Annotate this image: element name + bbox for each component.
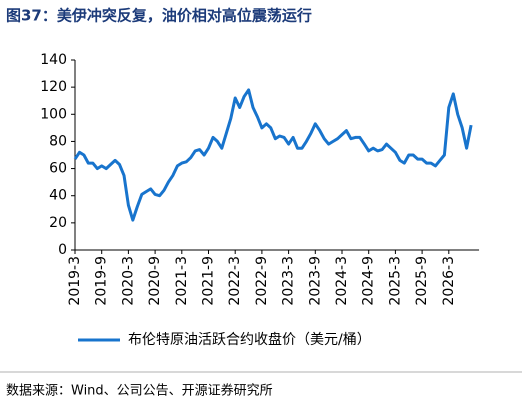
y-tick-label: 120 bbox=[40, 79, 67, 95]
x-tick-label: 2019-3 bbox=[67, 256, 83, 306]
y-tick-label: 0 bbox=[58, 242, 67, 258]
y-tick-label: 40 bbox=[49, 188, 67, 204]
y-tick-label: 60 bbox=[49, 161, 67, 177]
line bbox=[73, 88, 473, 222]
x-tick-label: 2025-9 bbox=[414, 256, 430, 306]
x-tick-label: 2020-3 bbox=[120, 256, 136, 306]
chart-title: 图37：美伊冲突反复，油价相对高位震荡运行 bbox=[6, 7, 312, 25]
x-tick-label: 2024-9 bbox=[361, 256, 377, 306]
x-tick-label: 2020-9 bbox=[147, 256, 163, 306]
y-tick-label: 140 bbox=[40, 52, 67, 68]
x-tick-label: 2026-3 bbox=[441, 256, 457, 306]
x-tick-label: 2023-9 bbox=[307, 256, 323, 306]
x-tick-label: 2024-3 bbox=[334, 256, 350, 306]
y-tick-label: 100 bbox=[40, 106, 67, 122]
x-tick-label: 2023-3 bbox=[281, 256, 297, 306]
x-tick-label: 2022-9 bbox=[254, 256, 270, 306]
source: 数据来源：Wind、公司公告、开源证券研究所 bbox=[6, 383, 273, 399]
x-tick-label: 2021-9 bbox=[201, 256, 217, 306]
x-tick-label: 2019-9 bbox=[94, 256, 110, 306]
y-tick-label: 80 bbox=[49, 133, 67, 149]
y-tick-label: 20 bbox=[49, 215, 67, 231]
legend-label: 布伦特原油活跃合约收盘价（美元/桶） bbox=[128, 331, 371, 348]
x-tick-label: 2021-3 bbox=[174, 256, 190, 306]
x-tick-label: 2022-3 bbox=[227, 256, 243, 306]
x-tick-label: 2025-3 bbox=[387, 256, 403, 306]
